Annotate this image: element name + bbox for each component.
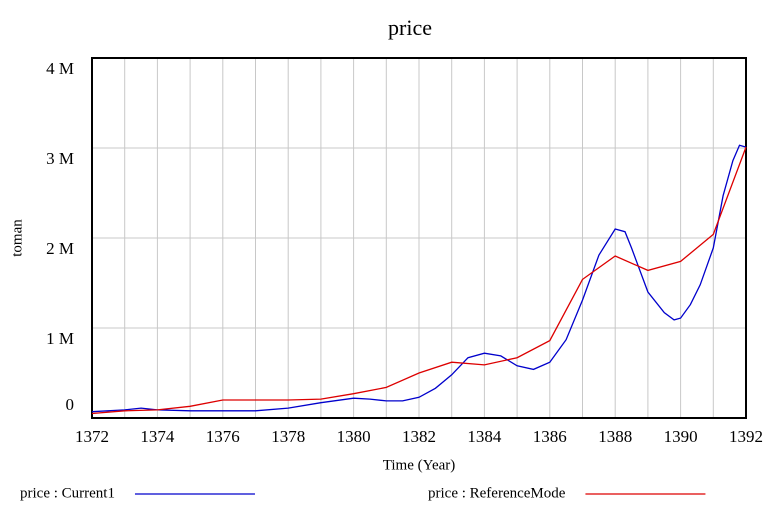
legend-label: price : ReferenceMode: [428, 485, 566, 501]
x-tick-label: 1384: [467, 427, 502, 446]
x-tick-label: 1382: [402, 427, 436, 446]
y-tick-label: 4 M: [46, 59, 74, 78]
chart-title: price: [388, 15, 432, 40]
series-line: [91, 144, 747, 413]
x-tick-label: 1390: [664, 427, 698, 446]
x-tick-label: 1376: [206, 427, 240, 446]
x-tick-label: 1388: [598, 427, 632, 446]
x-tick-label: 1372: [75, 427, 109, 446]
x-tick-label: 1380: [337, 427, 371, 446]
plot-frame: [91, 57, 747, 419]
y-tick-label: 2 M: [46, 239, 74, 258]
series-line: [91, 146, 747, 415]
legend-label: price : Current1: [20, 485, 115, 501]
y-tick-label: 0: [66, 395, 75, 414]
x-tick-label: 1378: [271, 427, 305, 446]
x-axis-label: Time (Year): [383, 457, 456, 473]
x-tick-label: 1386: [533, 427, 567, 446]
x-tick-label: 1374: [140, 427, 175, 446]
y-tick-label: 1 M: [46, 329, 74, 348]
y-axis-label: toman: [9, 219, 25, 257]
x-tick-label: 1392: [729, 427, 763, 446]
y-tick-label: 3 M: [46, 149, 74, 168]
